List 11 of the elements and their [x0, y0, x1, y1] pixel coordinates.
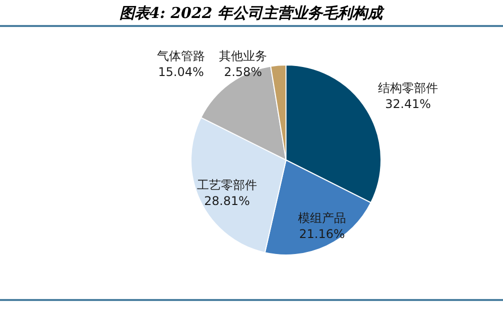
slice-label: 结构零部件 — [378, 81, 438, 95]
data-label: 32.41% — [385, 97, 431, 111]
slice-label: 其他业务 — [219, 49, 267, 63]
slice-label: 气体管路 — [157, 49, 205, 63]
data-label: 15.04% — [158, 65, 204, 79]
data-label: 21.16% — [299, 227, 345, 241]
slice-label: 工艺零部件 — [197, 178, 257, 192]
slice-label: 模组产品 — [298, 211, 346, 225]
data-label: 2.58% — [224, 65, 262, 79]
chart-title: 图表4: 2022 年公司主营业务毛利构成 — [119, 4, 385, 22]
data-label: 28.81% — [204, 194, 250, 208]
